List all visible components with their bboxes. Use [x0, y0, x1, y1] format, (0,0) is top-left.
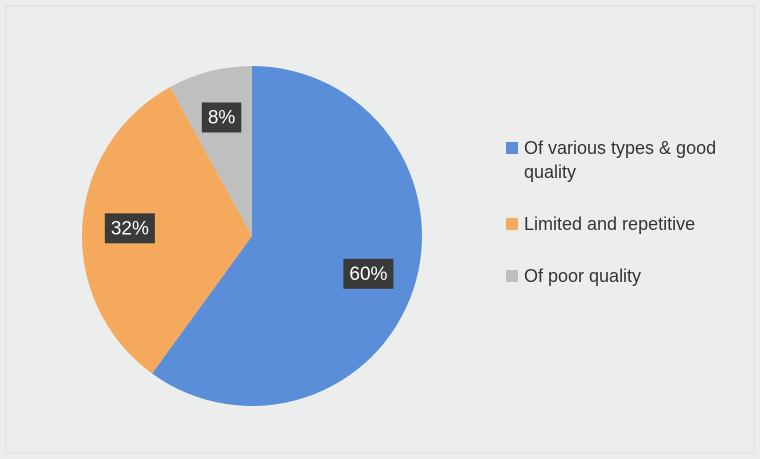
legend-label: Of various types & good quality: [524, 138, 717, 182]
data-label: 60%: [349, 264, 387, 285]
legend-swatch: [506, 270, 518, 282]
data-label-box: [343, 258, 394, 289]
legend-swatch: [506, 142, 518, 154]
pie-slice: [152, 66, 423, 406]
frame: [5, 5, 755, 454]
pie-slice: [81, 87, 252, 374]
legend-swatch: [506, 218, 518, 230]
legend-item: Of various types & good quality: [506, 136, 746, 184]
legend-item: Limited and repetitive: [506, 212, 746, 236]
legend-label: Limited and repetitive: [524, 214, 696, 234]
legend-label: Of poor quality: [524, 266, 642, 286]
data-label: 32%: [111, 218, 149, 239]
data-label: 8%: [208, 107, 236, 128]
legend: Of various types & good quality Limited a…: [506, 136, 746, 316]
data-label-box: [104, 213, 155, 244]
data-label-box: [201, 102, 242, 133]
legend-item: Of poor quality: [506, 264, 746, 288]
